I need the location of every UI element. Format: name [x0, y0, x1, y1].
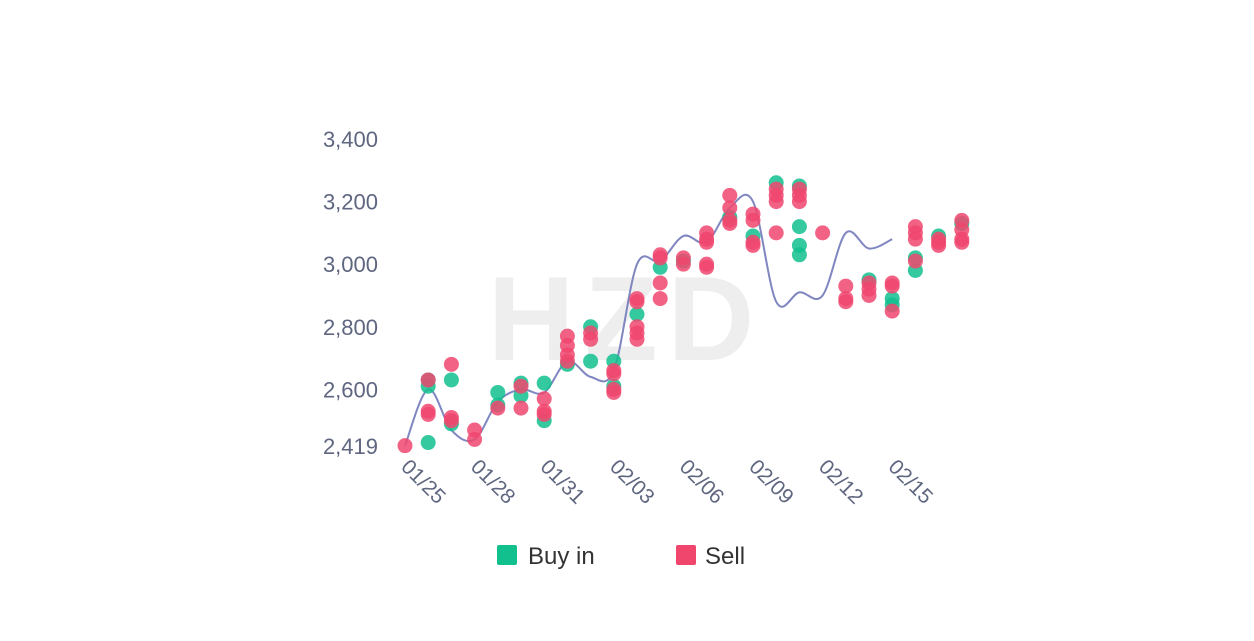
legend: Buy in Sell	[497, 543, 745, 570]
sell-point	[559, 353, 575, 369]
sell-point	[954, 234, 970, 250]
sell-point	[745, 237, 761, 253]
sell-point	[629, 331, 645, 347]
sell-point	[861, 287, 877, 303]
sell-point	[652, 291, 668, 307]
data-points	[397, 175, 970, 454]
sell-point	[791, 194, 807, 210]
sell-point	[606, 384, 622, 400]
sell-point	[467, 431, 483, 447]
sell-point	[536, 406, 552, 422]
x-tick-label: 02/06	[675, 455, 728, 508]
x-tick-label: 02/15	[884, 455, 937, 508]
y-tick-label: 3,200	[323, 190, 378, 215]
y-tick-label: 2,600	[323, 377, 378, 402]
buy-in-point	[791, 219, 807, 235]
legend-label-buy-in: Buy in	[528, 543, 595, 570]
sell-point	[699, 234, 715, 250]
sell-point	[931, 237, 947, 253]
sell-point	[420, 406, 436, 422]
x-tick-label: 02/03	[605, 455, 658, 508]
sell-point	[583, 331, 599, 347]
sell-point	[745, 212, 761, 228]
y-tick-label: 3,000	[323, 252, 378, 277]
sell-point	[838, 294, 854, 310]
legend-swatch-buy-in	[497, 545, 517, 565]
sell-point	[675, 256, 691, 272]
legend-swatch-sell	[676, 545, 696, 565]
buy-in-point	[443, 372, 459, 388]
sell-point	[652, 275, 668, 291]
y-axis: 2,419 2,600 2,800 3,000 3,200 3,400	[323, 127, 378, 459]
buy-in-point	[536, 375, 552, 391]
sell-point	[443, 413, 459, 429]
sell-point	[768, 225, 784, 241]
sell-point	[815, 225, 831, 241]
legend-label-sell: Sell	[705, 543, 745, 570]
sell-point	[722, 187, 738, 203]
watermark: HZD	[488, 252, 765, 386]
sell-point	[652, 250, 668, 266]
sell-point	[536, 391, 552, 407]
sell-point	[443, 356, 459, 372]
y-tick-label: 3,400	[323, 127, 378, 152]
trend-line	[404, 193, 893, 447]
x-tick-label: 01/28	[466, 455, 519, 508]
x-tick-label: 02/09	[744, 455, 797, 508]
sell-point	[420, 372, 436, 388]
sell-point	[884, 303, 900, 319]
sell-point	[606, 366, 622, 382]
sell-point	[884, 278, 900, 294]
x-tick-label: 01/25	[396, 455, 449, 508]
x-tick-label: 01/31	[536, 455, 589, 508]
y-tick-label: 2,419	[323, 434, 378, 459]
sell-point	[768, 194, 784, 210]
sell-point	[907, 253, 923, 269]
sell-point	[699, 259, 715, 275]
sell-point	[513, 378, 529, 394]
sell-point	[490, 400, 506, 416]
buy-in-point	[420, 435, 436, 451]
sell-point	[722, 215, 738, 231]
sell-point	[722, 200, 738, 216]
x-axis: 01/25 01/28 01/31 02/03 02/06 02/09 02/12 02/15	[396, 455, 937, 508]
sell-point	[513, 400, 529, 416]
sell-point	[397, 438, 413, 454]
buy-in-point	[490, 384, 506, 400]
sell-point	[838, 278, 854, 294]
y-tick-label: 2,800	[323, 315, 378, 340]
buy-in-point	[791, 247, 807, 263]
sell-point	[907, 231, 923, 247]
sell-point	[629, 294, 645, 310]
x-tick-label: 02/12	[814, 455, 867, 508]
buy-in-point	[629, 306, 645, 322]
buy-in-point	[583, 353, 599, 369]
